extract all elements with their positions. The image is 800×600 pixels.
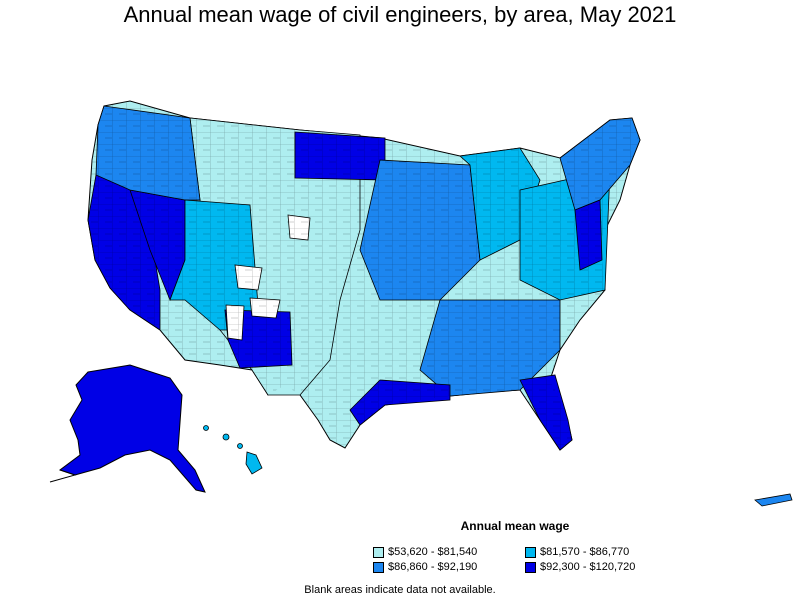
legend-item-1: $53,620 - $81,540 bbox=[373, 546, 477, 558]
legend-label-4: $92,300 - $120,720 bbox=[540, 561, 636, 573]
legend-item-2: $81,570 - $86,770 bbox=[525, 546, 629, 558]
legend-label-3: $86,860 - $92,190 bbox=[388, 561, 478, 573]
legend-label-2: $81,570 - $86,770 bbox=[540, 546, 630, 558]
contiguous-us bbox=[87, 100, 641, 451]
hawaii bbox=[203, 425, 263, 475]
footnote: Blank areas indicate data not available. bbox=[304, 584, 496, 596]
legend-item-4: $92,300 - $120,720 bbox=[525, 561, 635, 573]
alaska bbox=[49, 364, 206, 493]
legend-swatch-1 bbox=[373, 546, 384, 558]
area-boundaries bbox=[88, 101, 640, 450]
legend-swatch-3 bbox=[373, 561, 384, 573]
legend-label-1: $53,620 - $81,540 bbox=[388, 546, 478, 558]
legend-swatch-2 bbox=[525, 546, 536, 558]
legend-item-3: $86,860 - $92,190 bbox=[373, 561, 477, 573]
legend-title: Annual mean wage bbox=[460, 519, 570, 533]
legend-swatch-4 bbox=[525, 561, 536, 573]
puerto-rico bbox=[754, 493, 793, 507]
map-title: Annual mean wage of civil engineers, by … bbox=[123, 2, 677, 27]
